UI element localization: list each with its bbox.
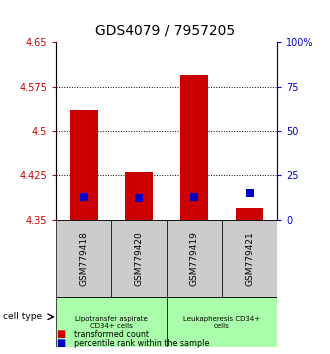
Text: Leukapheresis CD34+
cells: Leukapheresis CD34+ cells — [183, 315, 260, 329]
Text: Lipotransfer aspirate
CD34+ cells: Lipotransfer aspirate CD34+ cells — [75, 315, 148, 329]
Bar — [222, 219, 277, 297]
Bar — [112, 219, 167, 297]
Text: percentile rank within the sample: percentile rank within the sample — [74, 339, 210, 348]
Text: ■: ■ — [56, 329, 65, 339]
Text: GSM779419: GSM779419 — [190, 231, 199, 286]
Bar — [56, 219, 112, 297]
Point — [136, 195, 142, 201]
Bar — [167, 219, 222, 297]
Text: ■: ■ — [56, 338, 65, 348]
Bar — [56, 297, 167, 347]
Bar — [236, 208, 263, 219]
Bar — [181, 75, 208, 219]
Bar — [125, 172, 153, 219]
Text: transformed count: transformed count — [74, 330, 149, 339]
Bar — [70, 110, 98, 219]
Text: GSM779418: GSM779418 — [79, 231, 88, 286]
Point — [192, 194, 197, 199]
Text: GDS4079 / 7957205: GDS4079 / 7957205 — [95, 23, 235, 37]
Point — [247, 190, 252, 196]
Bar — [167, 297, 277, 347]
Point — [81, 194, 86, 199]
Text: GSM779421: GSM779421 — [245, 231, 254, 286]
Text: cell type: cell type — [3, 312, 43, 321]
Text: GSM779420: GSM779420 — [135, 231, 144, 286]
